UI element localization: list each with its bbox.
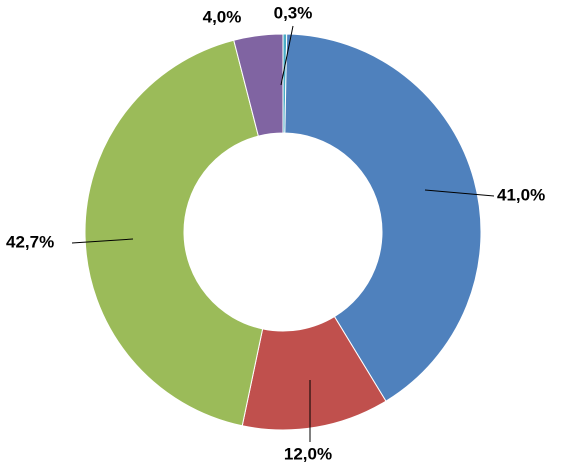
- data-label: 4,0%: [203, 7, 242, 26]
- donut-slice: [233, 33, 284, 137]
- donut-slice: [284, 33, 482, 402]
- data-label: 0,3%: [274, 3, 313, 22]
- data-label: 42,7%: [6, 232, 54, 251]
- donut-slice: [84, 39, 264, 427]
- leader-line: [280, 25, 294, 86]
- leader-line: [71, 238, 134, 244]
- data-label: 41,0%: [497, 185, 545, 204]
- leader-line: [424, 189, 495, 197]
- data-label: 12,0%: [284, 444, 332, 463]
